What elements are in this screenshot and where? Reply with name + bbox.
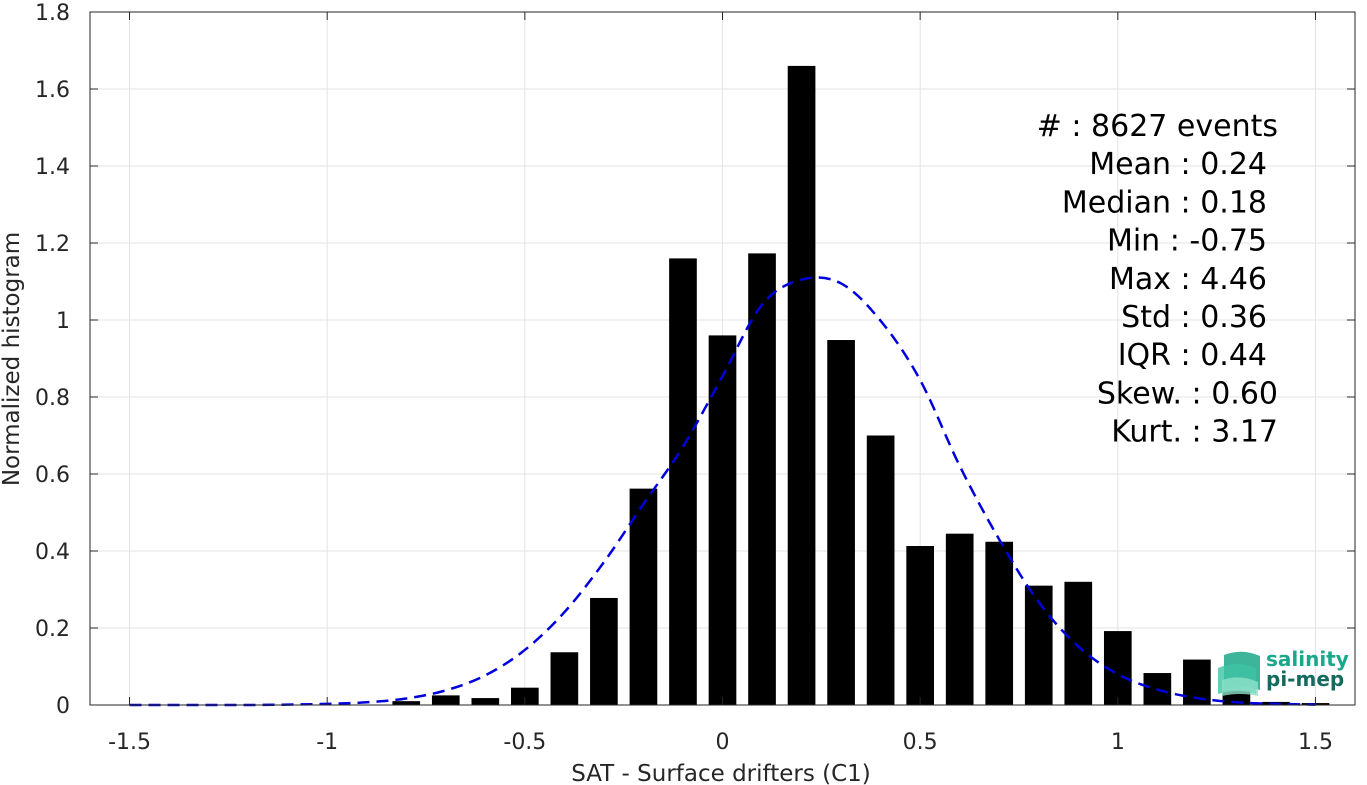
logo-emblem-icon [1218,651,1260,696]
histogram-bar [985,541,1014,705]
logo-text-line1: salinity [1266,647,1349,671]
histogram-bar [906,545,934,705]
stat-value: 0.60 [1211,376,1278,411]
stat-line: Min : -0.75 [1107,224,1267,259]
stat-line: IQR : 0.44 [1118,338,1267,373]
histogram-bar [511,687,539,705]
x-tick-label: 1 [1111,730,1125,755]
stat-label: IQR : [1118,338,1201,373]
stat-label: Min : [1107,224,1189,259]
y-axis-ticks: 0 0.2 0.4 0.6 0.8 1 1.2 1.4 1.6 1.8 [35,1,1355,719]
stat-line: # : 8627 events [1037,109,1278,144]
stat-value: 0.36 [1200,300,1267,335]
y-tick-label: 0.8 [35,386,70,411]
y-tick-label: 1.6 [35,78,70,103]
histogram-bar [550,652,579,705]
y-tick-label: 0.6 [35,463,70,488]
x-axis-ticks: -1.5 -1 -0.5 0 0.5 1 1.5 [108,12,1333,755]
stat-value: -0.75 [1189,224,1267,259]
salinity-pi-mep-logo: salinity pi-mep [1218,647,1349,696]
histogram-bar [669,258,697,705]
histogram-bar [1064,581,1093,705]
y-tick-label: 0 [56,694,70,719]
y-axis-label: Normalized histogram [0,232,25,486]
histogram-bar [748,253,776,705]
y-tick-label: 1.4 [35,155,70,180]
x-tick-label: -1 [316,730,338,755]
y-tick-label: 1.8 [35,1,70,26]
stat-label: Kurt. : [1111,415,1211,450]
histogram-bar [708,335,737,705]
histogram-bar [827,340,855,705]
stat-value: 8627 events [1091,109,1278,144]
stat-line: Skew. : 0.60 [1097,376,1278,411]
y-tick-label: 1.2 [35,232,70,257]
histogram-bar [431,695,460,705]
stat-label: Median : [1062,185,1200,220]
stat-label: Skew. : [1097,376,1211,411]
stat-line: Median : 0.18 [1062,185,1267,220]
histogram-bar [1024,585,1053,705]
stat-line: Mean : 0.24 [1089,147,1267,182]
histogram-bar [392,701,421,705]
x-tick-label: 1.5 [1298,730,1333,755]
x-tick-label: 0.5 [903,730,938,755]
stat-label: Max : [1109,262,1200,297]
x-tick-label: 0 [716,730,730,755]
x-tick-label: -0.5 [503,730,546,755]
stat-line: Kurt. : 3.17 [1111,415,1278,450]
gaussian-fit-curve [129,276,1316,707]
stat-value: 0.44 [1200,338,1267,373]
stat-label: # : [1037,109,1091,144]
stat-value: 0.24 [1200,147,1267,182]
logo-text-line2: pi-mep [1266,667,1344,691]
x-tick-label: -1.5 [108,730,151,755]
stat-label: Std : [1121,300,1200,335]
stat-line: Std : 0.36 [1121,300,1267,335]
histogram-bar [471,698,500,705]
x-axis-label: SAT - Surface drifters (C1) [571,761,871,785]
histogram-bar [866,435,895,705]
histogram-bar [590,597,618,705]
histogram-bar [629,488,658,705]
stat-line: Max : 4.46 [1109,262,1267,297]
histogram-bars [392,65,1330,705]
y-tick-label: 1 [56,309,70,334]
y-tick-label: 0.4 [35,540,70,565]
stat-value: 3.17 [1211,415,1278,450]
histogram-bar [945,533,974,705]
stat-label: Mean : [1089,147,1200,182]
stat-value: 4.46 [1200,262,1267,297]
histogram-bar [787,65,816,705]
stat-value: 0.18 [1200,185,1267,220]
y-tick-label: 0.2 [35,617,70,642]
